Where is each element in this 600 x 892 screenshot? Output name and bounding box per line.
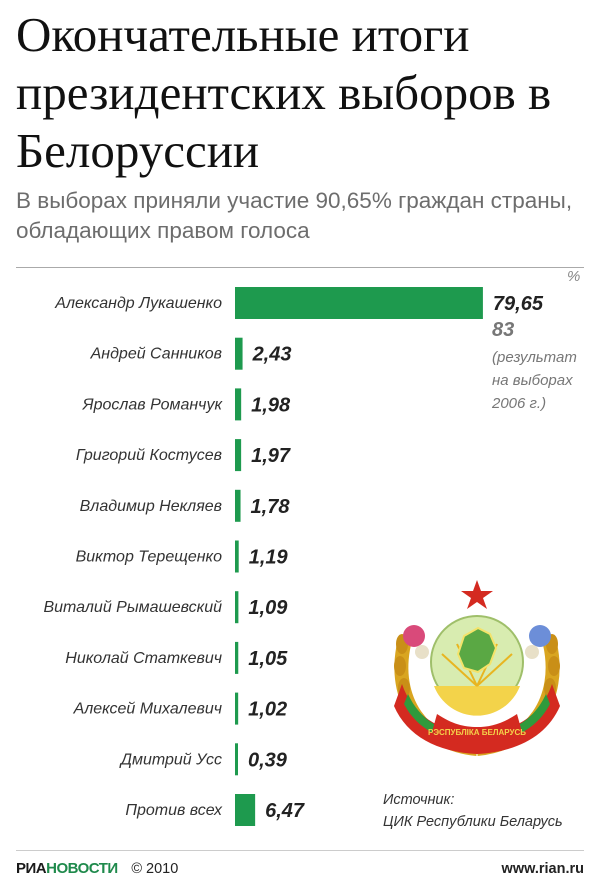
- clover-flower: [403, 625, 425, 647]
- result-bar: [235, 388, 242, 421]
- result-value-label: 1,19: [249, 547, 289, 569]
- comparison-2006-note: (результат на выборах 2006 г.): [492, 349, 577, 412]
- footer-divider: [16, 850, 584, 851]
- result-bar: [235, 287, 483, 319]
- result-bar: [235, 337, 243, 370]
- red-ribbon: [394, 684, 560, 754]
- candidate-name-label: Виктор Терещенко: [76, 549, 223, 566]
- candidate-name-label: Владимир Некляев: [80, 498, 222, 515]
- result-value-label: 0,39: [248, 749, 288, 771]
- red-star-icon: [461, 580, 493, 609]
- result-value-label: 1,05: [248, 648, 288, 670]
- candidate-name-label: Алексей Михалевич: [73, 701, 222, 718]
- result-bar: [235, 692, 239, 725]
- candidate-name-label: Против всех: [125, 802, 223, 819]
- candidate-name-label: Александр Лукашенко: [54, 295, 222, 312]
- candidate-name-label: Ярослав Романчук: [82, 396, 224, 413]
- unit-label: %: [567, 268, 581, 285]
- result-bar: [235, 794, 256, 826]
- page-subtitle: В выборах приняли участие 90,65% граждан…: [16, 188, 573, 243]
- ria-novosti-logo: РИАНОВОСТИ © 2010: [16, 860, 178, 877]
- source-label: Источник:: [383, 792, 455, 808]
- ribbon-banner: [432, 714, 522, 746]
- result-value-label: 6,47: [265, 800, 305, 822]
- candidate-name-label: Николай Статкевич: [65, 650, 222, 667]
- header-divider: [16, 267, 584, 268]
- result-value-label: 1,09: [248, 597, 288, 619]
- emblem-ribbon-text: РЭСПУБЛІКА БЕЛАРУСЬ: [428, 728, 526, 737]
- logo-bold-part: РИА: [16, 860, 47, 877]
- source-block: Источник: ЦИК Республики Беларусь: [383, 789, 563, 833]
- result-bar: [235, 743, 238, 776]
- result-value-label: 1,78: [251, 496, 291, 518]
- source-text: ЦИК Республики Беларусь: [383, 814, 563, 830]
- result-bar: [235, 591, 239, 624]
- result-bar: [235, 540, 239, 573]
- sunrise: [434, 686, 520, 716]
- result-bar: [235, 439, 242, 472]
- flax-flower: [529, 625, 551, 647]
- candidate-name-label: Виталий Рымашевский: [43, 599, 222, 616]
- result-value-label: 2,43: [252, 344, 292, 366]
- belarus-coat-of-arms-emblem: РЭСПУБЛІКА БЕЛАРУСЬ: [394, 580, 560, 756]
- result-value-label: 1,97: [251, 445, 291, 467]
- result-value-label: 1,02: [248, 699, 287, 721]
- result-bar: [235, 641, 239, 674]
- copyright-text: © 2010: [131, 861, 179, 877]
- comparison-2006-value: 83: [492, 319, 515, 341]
- result-value-label: 1,98: [251, 394, 291, 416]
- logo-light-part: НОВОСТИ: [46, 860, 118, 877]
- candidate-name-label: Дмитрий Усс: [119, 751, 222, 768]
- result-value-label: 79,65: [493, 293, 544, 315]
- result-bar: [235, 489, 241, 522]
- candidate-name-label: Григорий Костусев: [76, 447, 222, 464]
- candidate-name-label: Андрей Санников: [90, 346, 222, 363]
- page-title: Окончательные итоги президентских выборо…: [16, 7, 552, 178]
- country-map-icon: [456, 626, 498, 674]
- website-url: www.rian.ru: [501, 861, 584, 877]
